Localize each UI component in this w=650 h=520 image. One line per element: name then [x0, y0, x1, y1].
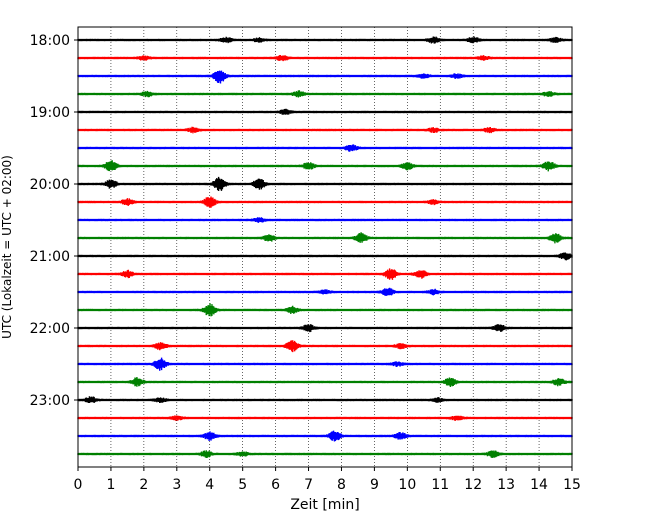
x-tick-label: 1: [106, 477, 115, 493]
x-tick-label: 2: [139, 477, 148, 493]
y-axis-label: UTC (Lokalzeit = UTC + 02:00): [0, 155, 14, 339]
y-axis-ticks: 18:00 19:00 20:00 21:00 22:00 23:00: [30, 33, 78, 409]
x-tick-label: 6: [271, 477, 280, 493]
x-tick-label: 8: [337, 477, 346, 493]
x-tick-label: 10: [398, 477, 416, 493]
grid-lines: [110, 27, 540, 467]
x-tick-label: 0: [74, 477, 83, 493]
x-tick-label: 11: [431, 477, 449, 493]
y-tick-label: 19:00: [30, 105, 70, 121]
y-tick-label: 18:00: [30, 33, 70, 49]
x-tick-label: 14: [530, 477, 548, 493]
y-tick-label: 20:00: [30, 177, 70, 193]
x-tick-label: 5: [238, 477, 247, 493]
x-tick-label: 15: [563, 477, 581, 493]
x-tick-label: 7: [304, 477, 313, 493]
x-axis-label: Zeit [min]: [290, 497, 359, 513]
x-tick-label: 9: [370, 477, 379, 493]
x-tick-label: 13: [497, 477, 515, 493]
x-tick-label: 12: [464, 477, 482, 493]
plot-frame: [77, 26, 573, 468]
y-tick-label: 23:00: [30, 393, 70, 409]
x-axis-ticks: 0 1 2 3 4 5 6 7 8 9 10 11 12 13 14 15: [74, 467, 581, 493]
seismic-traces: [77, 36, 573, 459]
x-tick-label: 4: [205, 477, 214, 493]
y-tick-label: 22:00: [30, 321, 70, 337]
x-tick-label: 3: [172, 477, 181, 493]
y-tick-label: 21:00: [30, 249, 70, 265]
